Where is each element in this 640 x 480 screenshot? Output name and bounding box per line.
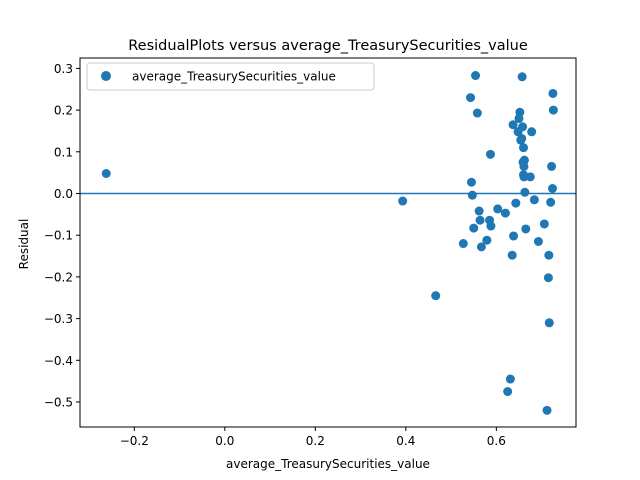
- scatter-point: [503, 387, 513, 397]
- chart-title: ResidualPlots versus average_TreasurySec…: [128, 38, 528, 54]
- y-tick-label: −0.1: [44, 229, 73, 243]
- legend-marker: [101, 71, 111, 81]
- y-axis-label: Residual: [17, 219, 31, 270]
- scatter-point: [493, 204, 503, 214]
- scatter-point: [505, 374, 515, 384]
- scatter-point: [521, 224, 531, 234]
- scatter-point: [519, 155, 529, 165]
- scatter-point: [472, 108, 482, 118]
- scatter-point: [546, 197, 556, 207]
- scatter-point: [544, 318, 554, 328]
- scatter-point: [500, 208, 510, 218]
- scatter-point: [471, 71, 481, 81]
- scatter-point: [458, 239, 468, 249]
- x-tick-label: 0.4: [396, 434, 415, 448]
- scatter-point: [101, 168, 111, 178]
- scatter-point: [517, 72, 527, 82]
- y-tick-label: −0.4: [44, 354, 73, 368]
- scatter-point: [476, 242, 486, 252]
- plot-area: [80, 71, 576, 415]
- legend-box: [86, 62, 375, 91]
- scatter-point: [548, 105, 558, 115]
- plot-frame: [79, 57, 577, 428]
- x-axis-ticks: −0.2 0.0 0.2 0.4 0.6: [120, 427, 506, 448]
- scatter-point: [519, 172, 529, 182]
- scatter-point: [431, 291, 441, 301]
- scatter-point: [486, 221, 496, 231]
- scatter-point: [515, 107, 525, 117]
- scatter-point: [485, 149, 495, 159]
- scatter-point: [527, 127, 537, 137]
- scatter-point: [474, 206, 484, 216]
- scatter-point: [542, 405, 552, 415]
- x-tick-label: 0.2: [306, 434, 325, 448]
- scatter-point: [507, 250, 517, 260]
- x-tick-label: −0.2: [120, 434, 149, 448]
- scatter-point: [547, 184, 557, 194]
- y-tick-label: 0.2: [54, 104, 73, 118]
- scatter-point: [398, 196, 408, 206]
- scatter-point: [518, 122, 528, 132]
- scatter-point: [466, 177, 476, 187]
- scatter-point: [525, 172, 535, 182]
- scatter-point: [511, 198, 521, 208]
- scatter-point: [467, 190, 477, 200]
- scatter-point: [482, 235, 492, 245]
- y-tick-label: −0.5: [44, 395, 73, 409]
- scatter-point: [520, 187, 530, 197]
- y-axis-ticks: −0.5 −0.4 −0.3 −0.2 −0.1 0.0 0.1 0.2 0.3: [44, 62, 80, 409]
- scatter-point: [543, 273, 553, 283]
- scatter-point: [547, 161, 557, 171]
- legend: average_TreasurySecurities_value: [86, 62, 375, 91]
- scatter-point: [508, 120, 518, 130]
- scatter-point: [475, 215, 485, 225]
- scatter-point: [517, 133, 527, 143]
- y-tick-label: 0.3: [54, 62, 73, 76]
- scatter-point: [533, 236, 543, 246]
- scatter-point: [519, 143, 529, 153]
- scatter-point: [548, 88, 558, 98]
- scatter-point: [466, 93, 476, 103]
- x-tick-label: 0.6: [487, 434, 506, 448]
- y-tick-label: −0.2: [44, 270, 73, 284]
- y-tick-label: −0.3: [44, 312, 73, 326]
- scatter-point: [539, 219, 549, 229]
- scatter-point: [544, 250, 554, 260]
- x-tick-label: 0.0: [215, 434, 234, 448]
- y-tick-label: 0.0: [54, 187, 73, 201]
- scatter-point: [469, 223, 479, 233]
- scatter-point: [529, 195, 539, 205]
- y-tick-label: 0.1: [54, 145, 73, 159]
- x-axis-label: average_TreasurySecurities_value: [226, 457, 430, 471]
- scatter-point: [509, 231, 519, 241]
- legend-label: average_TreasurySecurities_value: [132, 70, 336, 84]
